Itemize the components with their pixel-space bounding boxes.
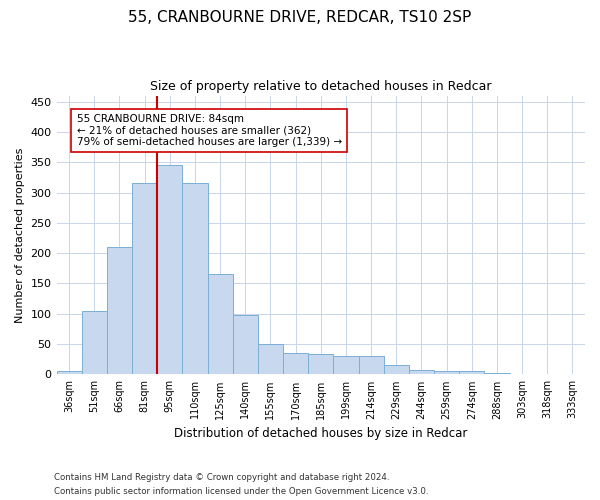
Bar [82, 311, 107, 374]
Bar [258, 344, 283, 374]
Bar [233, 315, 258, 374]
Bar [157, 166, 182, 374]
Title: Size of property relative to detached houses in Redcar: Size of property relative to detached ho… [150, 80, 491, 93]
Bar [283, 353, 308, 374]
Bar [107, 247, 132, 374]
Bar [334, 356, 359, 374]
Bar [484, 373, 509, 374]
Text: Contains HM Land Registry data © Crown copyright and database right 2024.: Contains HM Land Registry data © Crown c… [54, 472, 389, 482]
Bar [409, 370, 434, 374]
Text: 55, CRANBOURNE DRIVE, REDCAR, TS10 2SP: 55, CRANBOURNE DRIVE, REDCAR, TS10 2SP [128, 10, 472, 25]
Bar [434, 372, 459, 374]
Bar [459, 372, 484, 374]
Bar [132, 184, 157, 374]
Bar [56, 372, 82, 374]
Bar [383, 366, 409, 374]
X-axis label: Distribution of detached houses by size in Redcar: Distribution of detached houses by size … [174, 427, 467, 440]
Y-axis label: Number of detached properties: Number of detached properties [15, 148, 25, 322]
Bar [208, 274, 233, 374]
Bar [308, 354, 334, 374]
Text: Contains public sector information licensed under the Open Government Licence v3: Contains public sector information licen… [54, 486, 428, 496]
Bar [359, 356, 383, 374]
Bar [182, 184, 208, 374]
Text: 55 CRANBOURNE DRIVE: 84sqm
← 21% of detached houses are smaller (362)
79% of sem: 55 CRANBOURNE DRIVE: 84sqm ← 21% of deta… [77, 114, 342, 147]
